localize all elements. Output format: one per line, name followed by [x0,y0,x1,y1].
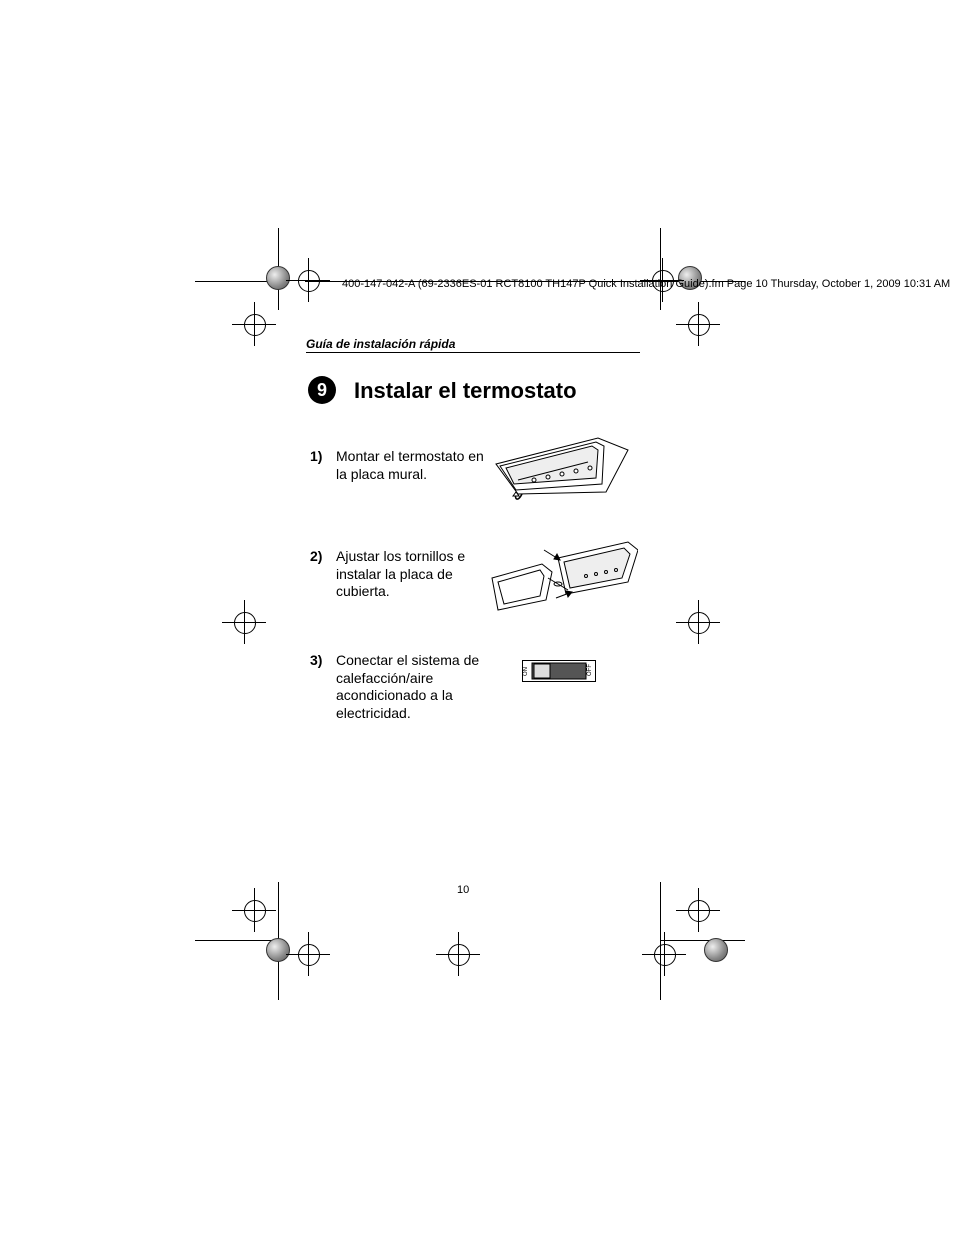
registration-mark-icon [294,940,322,968]
step-number: 3) [310,652,322,668]
document-header: 400-147-042-A (69-2336ES-01 RCT8100 TH14… [342,278,950,290]
step-text: Ajustar los tornillos e instalar la plac… [336,548,496,601]
registration-mark-icon [294,266,322,294]
section-number-badge: 9 [308,376,336,404]
off-label: OFF [587,664,593,676]
registration-mark-icon [684,896,712,924]
step-text: Montar el termostato en la placa mural. [336,448,496,483]
registration-mark-icon [240,310,268,338]
section-title: Instalar el termostato [354,378,577,404]
running-head: Guía de instalación rápida [306,337,455,351]
step-number: 1) [310,448,322,464]
registration-ball-icon [704,938,728,962]
registration-mark-icon [240,896,268,924]
registration-mark-icon [650,940,678,968]
cover-plate-illustration [488,536,638,616]
running-head-rule [306,352,640,353]
crop-mark [195,940,278,941]
registration-mark-icon [684,310,712,338]
registration-ball-icon [266,266,290,290]
power-switch-illustration: ON OFF [522,660,596,682]
step-number: 2) [310,548,322,564]
thermostat-mount-illustration [488,432,638,502]
registration-ball-icon [266,938,290,962]
registration-mark-icon [230,608,258,636]
registration-mark-icon [684,608,712,636]
page-number: 10 [457,884,469,896]
document-page: 400-147-042-A (69-2336ES-01 RCT8100 TH14… [0,0,954,1235]
on-label: ON [523,667,529,676]
step-text: Conectar el sistema de calefacción/aire … [336,652,496,722]
registration-mark-icon [444,940,472,968]
